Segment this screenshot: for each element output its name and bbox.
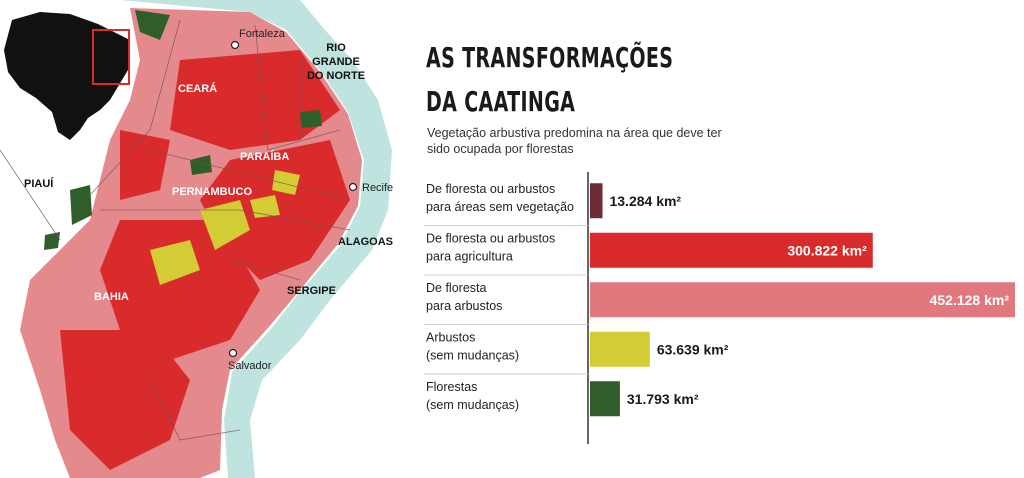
bar (590, 381, 620, 417)
fortaleza-marker (230, 40, 240, 50)
state-label-sergipe: SERGIPE (287, 285, 336, 297)
state-label-pernambuco: PERNAMBUCO (172, 186, 253, 198)
inset-highlight-box (92, 29, 130, 85)
salvador-marker (228, 348, 238, 358)
category-label: Florestas (426, 380, 477, 394)
category-label: De floresta (426, 281, 486, 295)
category-label: (sem mudanças) (426, 348, 519, 362)
category-label: De floresta ou arbustos (426, 182, 555, 196)
state-label-piaui: PIAUÍ (24, 177, 54, 190)
chart-subtitle: Vegetação arbustiva predomina na área qu… (427, 126, 722, 156)
category-label: para agricultura (426, 249, 513, 263)
state-label-rn-3: DO NORTE (307, 70, 365, 82)
shrub-patches (150, 170, 300, 285)
state-label-rn-1: RIO (326, 42, 346, 54)
category-label: (sem mudanças) (426, 398, 519, 412)
data-label: 300.822 km² (787, 242, 867, 258)
state-label-rn-2: GRANDE (312, 56, 360, 68)
state-borders (0, 19, 351, 441)
data-label: 13.284 km² (609, 193, 681, 209)
state-label-alagoas: ALAGOAS (338, 236, 393, 248)
category-label: Arbustos (426, 330, 475, 344)
city-markers (228, 40, 358, 358)
title-line-2: DA CAATINGA (426, 85, 576, 118)
bar (590, 331, 650, 367)
title-line-1: AS TRANSFORMAÇÕES (426, 41, 674, 74)
forest-patches (44, 10, 322, 250)
bar (590, 183, 603, 219)
caatinga-map: Fortaleza Recife Salvador CEARÁ RIO GRAN… (0, 0, 400, 478)
data-label: 31.793 km² (627, 391, 699, 407)
bar (590, 232, 873, 268)
bar-chart: De floresta ou arbustos para áreas sem ve… (424, 172, 1015, 444)
chart-title: AS TRANSFORMAÇÕES DA CAATINGA (426, 36, 674, 124)
recife-marker (348, 182, 358, 192)
category-label: De floresta ou arbustos (426, 231, 555, 245)
brazil-inset (4, 12, 130, 140)
category-label: para arbustos (426, 299, 502, 313)
ocean (120, 0, 392, 478)
category-label: para áreas sem vegetação (426, 200, 574, 214)
data-label: 452.128 km² (930, 292, 1010, 308)
bar (590, 282, 1015, 318)
city-label-salvador: Salvador (228, 360, 272, 372)
state-label-bahia: BAHIA (94, 291, 129, 303)
state-label-ceara: CEARÁ (178, 82, 217, 95)
city-label-fortaleza: Fortaleza (239, 28, 286, 40)
data-label: 63.639 km² (657, 341, 729, 357)
state-label-paraiba: PARAÍBA (240, 150, 289, 163)
city-label-recife: Recife (362, 182, 393, 194)
